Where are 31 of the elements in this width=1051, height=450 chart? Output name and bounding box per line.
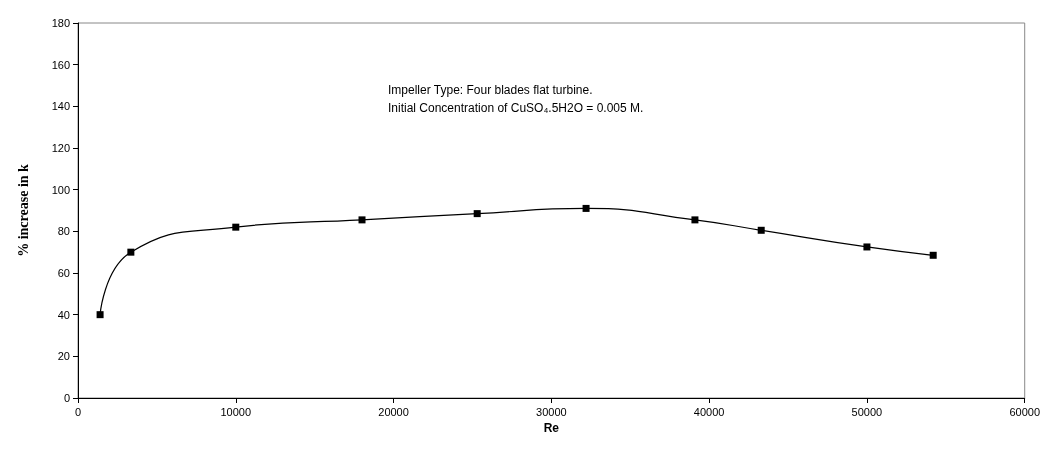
point [358, 216, 366, 224]
y-tick-label: 100 [51, 183, 70, 196]
point [96, 311, 104, 319]
point [127, 248, 135, 256]
point [473, 210, 481, 218]
x-tick-label: 50000 [851, 405, 883, 418]
y-axis-title: % increase in k [15, 163, 31, 257]
y-tick-label: 160 [51, 58, 70, 71]
y-tick-label: 0 [63, 392, 70, 404]
y-tick-label: 140 [51, 100, 70, 113]
point [863, 243, 871, 251]
x-tick-label: 20000 [378, 405, 409, 418]
x-axis-title: Re [543, 420, 560, 435]
x-tick-label: 10000 [220, 405, 252, 418]
x-tick-label: 40000 [693, 405, 725, 418]
x-tick-label: 60000 [1009, 405, 1040, 418]
y-tick-label: 60 [57, 267, 70, 279]
point [232, 223, 240, 231]
point [929, 251, 937, 259]
annotation: Impeller Type: Four blades flat turbine. [388, 83, 593, 97]
point [757, 226, 765, 234]
y-tick-label: 40 [57, 308, 70, 321]
point [582, 204, 590, 212]
annotation: Initial Concentration of CuSO₄.5H2O = 0.005 M. [388, 101, 644, 115]
x-tick-label: 0 [74, 405, 82, 418]
y-tick-label: 20 [57, 350, 70, 363]
x-tick-label: 30000 [536, 405, 567, 418]
y-tick-label: 80 [57, 225, 70, 238]
y-tick-label: 180 [51, 17, 70, 29]
y-tick-label: 120 [51, 142, 70, 154]
point [691, 216, 699, 224]
